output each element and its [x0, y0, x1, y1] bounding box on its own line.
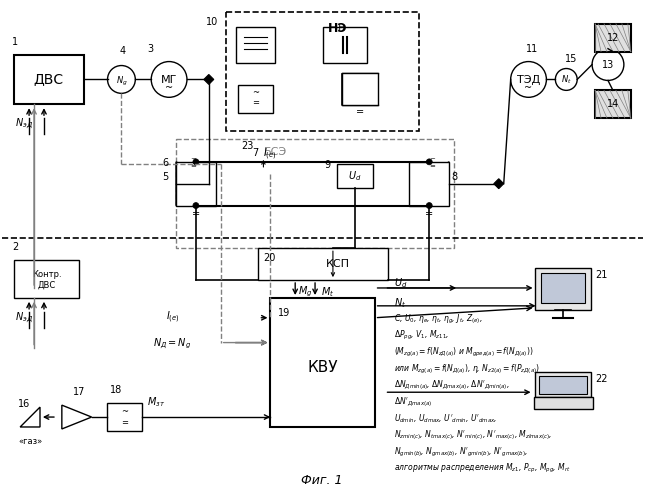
FancyBboxPatch shape — [176, 162, 216, 206]
FancyBboxPatch shape — [410, 162, 449, 206]
FancyBboxPatch shape — [323, 27, 367, 63]
Text: 10: 10 — [206, 17, 218, 27]
FancyBboxPatch shape — [259, 248, 388, 280]
Circle shape — [426, 202, 432, 208]
Text: ~
=: ~ = — [121, 408, 128, 427]
Text: $M_g$: $M_g$ — [298, 285, 312, 300]
Text: ~: ~ — [165, 84, 173, 94]
Text: 3: 3 — [147, 44, 154, 54]
Bar — [226, 12, 419, 131]
Text: $C$, $U_0$, $\eta_e$, $\eta_t$, $\eta_g$, $J_t$, $Z_{(e)}$, $\Delta P_{рg}$, $V_: $C$, $U_0$, $\eta_e$, $\eta_t$, $\eta_g$… — [395, 313, 571, 476]
Text: 12: 12 — [607, 32, 619, 42]
Text: 8: 8 — [451, 172, 457, 182]
Text: 23: 23 — [241, 141, 253, 151]
FancyBboxPatch shape — [270, 298, 375, 427]
Text: ТЭД: ТЭД — [517, 76, 540, 86]
Circle shape — [511, 62, 546, 98]
Text: ~: ~ — [524, 84, 533, 94]
Text: $M_t$: $M_t$ — [321, 285, 335, 299]
Text: 20: 20 — [263, 253, 276, 263]
Circle shape — [426, 159, 432, 165]
Polygon shape — [342, 74, 377, 106]
Text: КВУ: КВУ — [307, 360, 338, 375]
Circle shape — [151, 62, 187, 98]
Text: $N_g$: $N_g$ — [115, 75, 127, 88]
FancyBboxPatch shape — [595, 24, 631, 52]
FancyBboxPatch shape — [14, 260, 79, 298]
Text: 7: 7 — [252, 148, 259, 158]
Text: =: = — [425, 210, 433, 220]
Text: ~
=: ~ = — [190, 156, 196, 169]
Text: 1: 1 — [12, 36, 18, 46]
Text: $I_{(e)}$: $I_{(e)}$ — [166, 310, 180, 326]
Text: «газ»: «газ» — [18, 437, 42, 446]
Text: 17: 17 — [72, 387, 85, 397]
Text: Контр.: Контр. — [32, 270, 61, 278]
Text: 4: 4 — [119, 46, 126, 56]
Text: БСЭ: БСЭ — [264, 147, 287, 157]
Circle shape — [108, 66, 135, 94]
Text: Фиг. 1: Фиг. 1 — [301, 474, 342, 486]
FancyBboxPatch shape — [541, 273, 585, 303]
Text: $M_{зт}$: $M_{зт}$ — [147, 396, 165, 409]
Text: 5: 5 — [162, 172, 168, 182]
Text: $N_t$: $N_t$ — [561, 73, 571, 86]
Text: 13: 13 — [602, 60, 614, 70]
Text: $U_d$: $U_d$ — [348, 169, 361, 182]
Polygon shape — [535, 372, 591, 397]
Text: 15: 15 — [565, 54, 578, 64]
Text: =: = — [355, 107, 364, 117]
Polygon shape — [20, 407, 40, 427]
Text: НЭ: НЭ — [328, 22, 347, 35]
Circle shape — [193, 159, 199, 165]
Text: $N_t$: $N_t$ — [395, 296, 406, 310]
FancyBboxPatch shape — [237, 86, 273, 113]
Polygon shape — [410, 162, 449, 206]
Text: 16: 16 — [18, 399, 30, 409]
Text: 11: 11 — [526, 44, 538, 54]
FancyBboxPatch shape — [595, 90, 631, 118]
Text: ДВС: ДВС — [37, 280, 55, 289]
Text: $N_{эД}$: $N_{эД}$ — [15, 310, 33, 324]
Text: $N_{эД}$: $N_{эД}$ — [15, 116, 33, 130]
Bar — [176, 139, 454, 248]
Text: ~
=: ~ = — [430, 156, 435, 169]
Text: $U_d$: $U_d$ — [395, 276, 408, 290]
FancyBboxPatch shape — [533, 397, 593, 409]
FancyBboxPatch shape — [106, 403, 143, 431]
FancyBboxPatch shape — [539, 376, 587, 394]
Text: 19: 19 — [278, 308, 290, 318]
Circle shape — [592, 48, 624, 80]
Polygon shape — [176, 162, 216, 206]
Text: 9: 9 — [325, 160, 331, 170]
Text: +: + — [335, 23, 344, 33]
Text: ДВС: ДВС — [34, 72, 64, 86]
Text: 22: 22 — [595, 374, 608, 384]
Text: 2: 2 — [12, 242, 19, 252]
Polygon shape — [62, 405, 92, 429]
Text: =: = — [192, 210, 200, 220]
Text: 18: 18 — [110, 385, 122, 395]
Text: КСП: КСП — [326, 259, 350, 269]
FancyBboxPatch shape — [235, 27, 275, 63]
Polygon shape — [204, 74, 213, 85]
FancyBboxPatch shape — [535, 268, 591, 310]
FancyBboxPatch shape — [14, 54, 84, 104]
Text: $N_{Д}=N_g$: $N_{Д}=N_g$ — [154, 336, 192, 349]
Circle shape — [555, 68, 577, 90]
Circle shape — [193, 202, 199, 208]
FancyBboxPatch shape — [337, 164, 373, 188]
FancyBboxPatch shape — [342, 74, 377, 106]
Text: МГ: МГ — [161, 76, 177, 86]
Text: 6: 6 — [162, 158, 168, 168]
Text: 21: 21 — [595, 270, 608, 280]
Text: $I_{(e)}$: $I_{(e)}$ — [263, 146, 277, 162]
Polygon shape — [494, 178, 504, 188]
Text: ~
=: ~ = — [252, 88, 259, 107]
Text: 14: 14 — [607, 100, 619, 110]
